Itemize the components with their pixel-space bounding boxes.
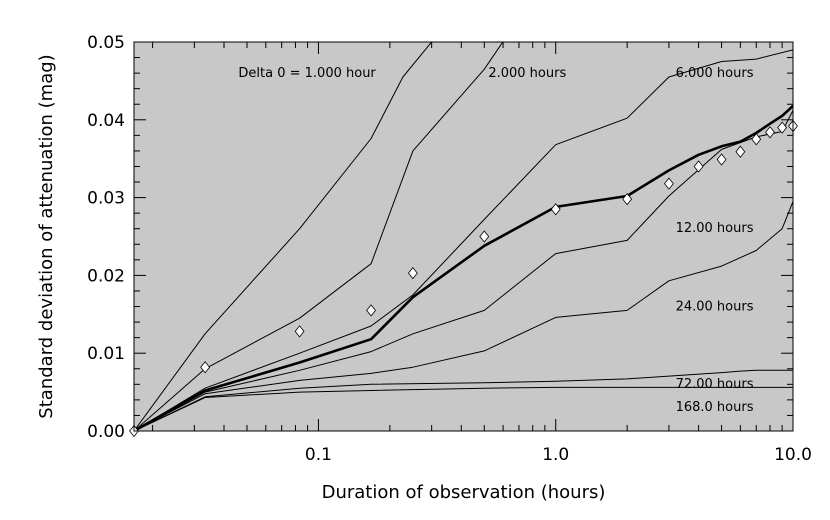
data-point-diamond [200, 361, 211, 374]
data-point-diamond [664, 177, 674, 190]
y-tick-label: 0.05 [87, 33, 125, 53]
curve-labels: Delta 0 = 1.000 hour 2.000 hours 6.000 hou… [238, 66, 753, 415]
curve-label-72-00-hours: 72.00 hours [676, 377, 754, 392]
y-tick-label: 0.01 [87, 344, 125, 364]
data-point-diamond [622, 193, 633, 206]
data-point-diamond [550, 203, 561, 216]
data-point-diamond [294, 325, 305, 338]
curve-label-24-00-hours: 24.00 hours [676, 299, 754, 314]
data-point-diamond [407, 266, 418, 280]
y-tick-label: 0.03 [87, 189, 125, 209]
data-point-diamond [751, 133, 762, 146]
y-tick-label: 0.04 [87, 111, 125, 131]
data-point-diamond [479, 230, 490, 243]
series-line-168-0-hours [134, 386, 793, 431]
series-line-mean-bold [134, 104, 793, 431]
curve-label-delta-0-1-000-hour: Delta 0 = 1.000 hour [238, 66, 376, 81]
data-point-diamond [693, 160, 704, 173]
curve-label-6-000-hours: 6.000 hours [676, 66, 754, 81]
curve-label-168-0-hours: 168.0 hours [676, 400, 754, 415]
axes: 0.1 1.0 10.0 0.00 0.01 0.02 0.03 0.04 0.05 [87, 33, 812, 465]
y-axis-title: Standard deviation of attenuation (mag) [36, 54, 57, 418]
plot-area [134, 42, 793, 431]
data-point-diamond [777, 121, 788, 134]
series-line-24-00-hours [134, 201, 793, 431]
data-point-diamond [366, 304, 377, 317]
series-line-delta-0-1-000-hour [134, 42, 433, 431]
data-point-diamond [735, 145, 746, 158]
series-line-6-000-hours [134, 49, 793, 431]
y-tick-label: 0.00 [87, 422, 125, 442]
curve-label-2-000-hours: 2.000 hours [488, 66, 566, 81]
data-point-diamond [765, 126, 775, 139]
curve-label-12-00-hours: 12.00 hours [676, 221, 754, 236]
x-tick-label: 1.0 [542, 445, 569, 465]
x-axis-title: Duration of observation (hours) [322, 482, 606, 503]
y-tick-label: 0.02 [87, 266, 125, 286]
x-tick-label: 10.0 [774, 445, 812, 465]
series-line-72-00-hours [134, 369, 793, 431]
x-tick-label: 0.1 [305, 445, 332, 465]
plot-frame [133, 41, 794, 432]
data-point-diamond [716, 153, 727, 166]
